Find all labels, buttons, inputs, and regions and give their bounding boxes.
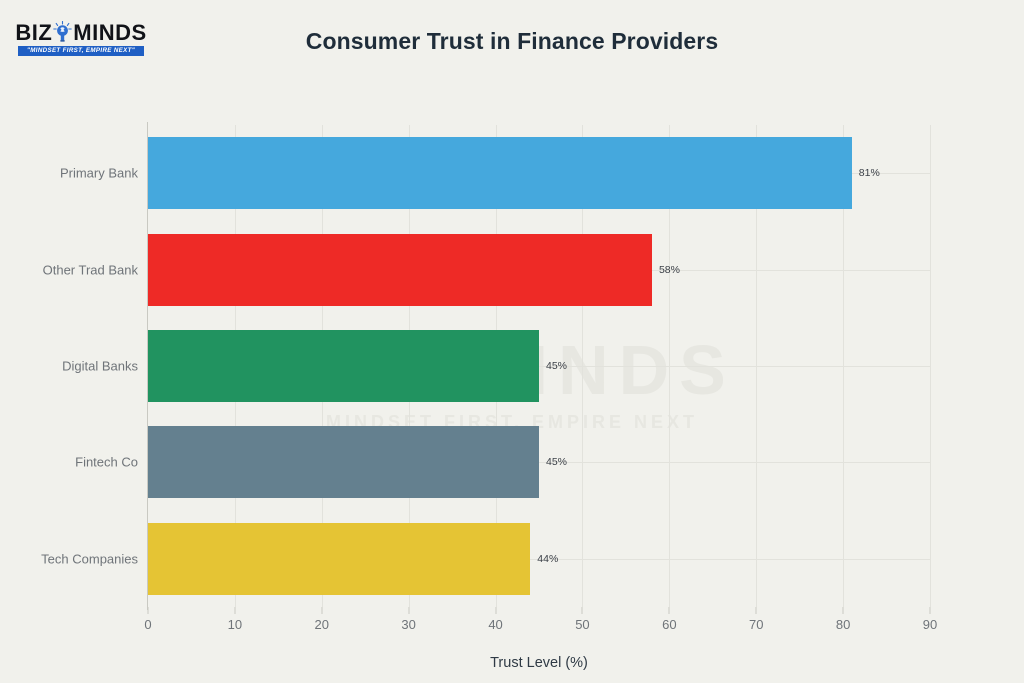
bar-tech-companies[interactable] [148, 522, 531, 595]
y-tick-label-other-trad-bank: Other Trad Bank [42, 262, 138, 278]
x-tick-label-90: 90 [922, 617, 938, 632]
x-tick-mark [755, 607, 757, 614]
gridline-horizontal [148, 558, 930, 560]
logo-wordmark: BIZ MINDS [15, 20, 147, 45]
x-tick-label-70: 70 [748, 617, 764, 632]
lightbulb-brain-icon [53, 21, 73, 44]
logo-word-biz: BIZ [15, 20, 53, 45]
x-tick-mark [147, 607, 149, 614]
x-tick-mark [581, 607, 583, 614]
bar-value-label: 44% [537, 552, 559, 565]
logo-tagline: "MINDSET FIRST, EMPIRE NEXT" [18, 46, 144, 56]
x-tick-label-60: 60 [662, 617, 677, 632]
x-tick-mark [842, 607, 844, 614]
x-tick-label-10: 10 [227, 617, 243, 632]
x-tick-mark [408, 607, 410, 614]
bar-primary-bank[interactable] [148, 137, 852, 210]
y-tick-label-fintech-co: Fintech Co [75, 454, 138, 470]
x-tick-label-40: 40 [488, 617, 503, 632]
x-tick-label-80: 80 [835, 617, 851, 632]
bar-other-trad-bank[interactable] [148, 233, 652, 306]
x-axis-title: Trust Level (%) [490, 655, 588, 671]
bar-value-label: 58% [658, 263, 680, 276]
y-axis-tick-labels: Primary Bank Other Trad Bank Digital Banks… [0, 125, 138, 607]
bar-value-label: 45% [546, 360, 568, 372]
x-tick-mark [321, 607, 323, 614]
x-tick-label-20: 20 [314, 617, 329, 632]
bar-value-label: 81% [858, 167, 880, 180]
logo-word-minds: MINDS [73, 20, 147, 45]
bar-digital-banks[interactable] [148, 330, 539, 402]
y-tick-label-digital-banks: Digital Banks [62, 358, 138, 374]
bar-value-label: 45% [546, 456, 568, 469]
x-tick-mark [929, 607, 931, 614]
bar-fintech-co[interactable] [148, 426, 539, 499]
x-tick-label-50: 50 [575, 617, 590, 632]
gridline-vertical [930, 125, 931, 607]
x-axis-tick-labels: 0 10 20 30 40 50 60 70 80 90 [144, 607, 937, 637]
gridline-horizontal [148, 462, 930, 464]
x-tick-mark [234, 607, 236, 614]
chart-title: Consumer Trust in Finance Providers [305, 28, 719, 54]
y-axis-spine [147, 122, 149, 610]
x-tick-mark [495, 607, 497, 614]
brand-logo: BIZ MINDS "MINDSET FIRST, EMPIRE NEXT" [15, 20, 147, 57]
x-tick-mark [668, 607, 670, 614]
y-tick-label-primary-bank: Primary Bank [59, 165, 138, 181]
x-tick-label-30: 30 [401, 617, 416, 632]
y-tick-label-tech-companies: Tech Companies [41, 551, 138, 567]
x-tick-label-0: 0 [144, 617, 152, 632]
gridline-horizontal [148, 366, 930, 367]
plot-area: 81% 58% 45% 45% 44% [147, 122, 931, 610]
